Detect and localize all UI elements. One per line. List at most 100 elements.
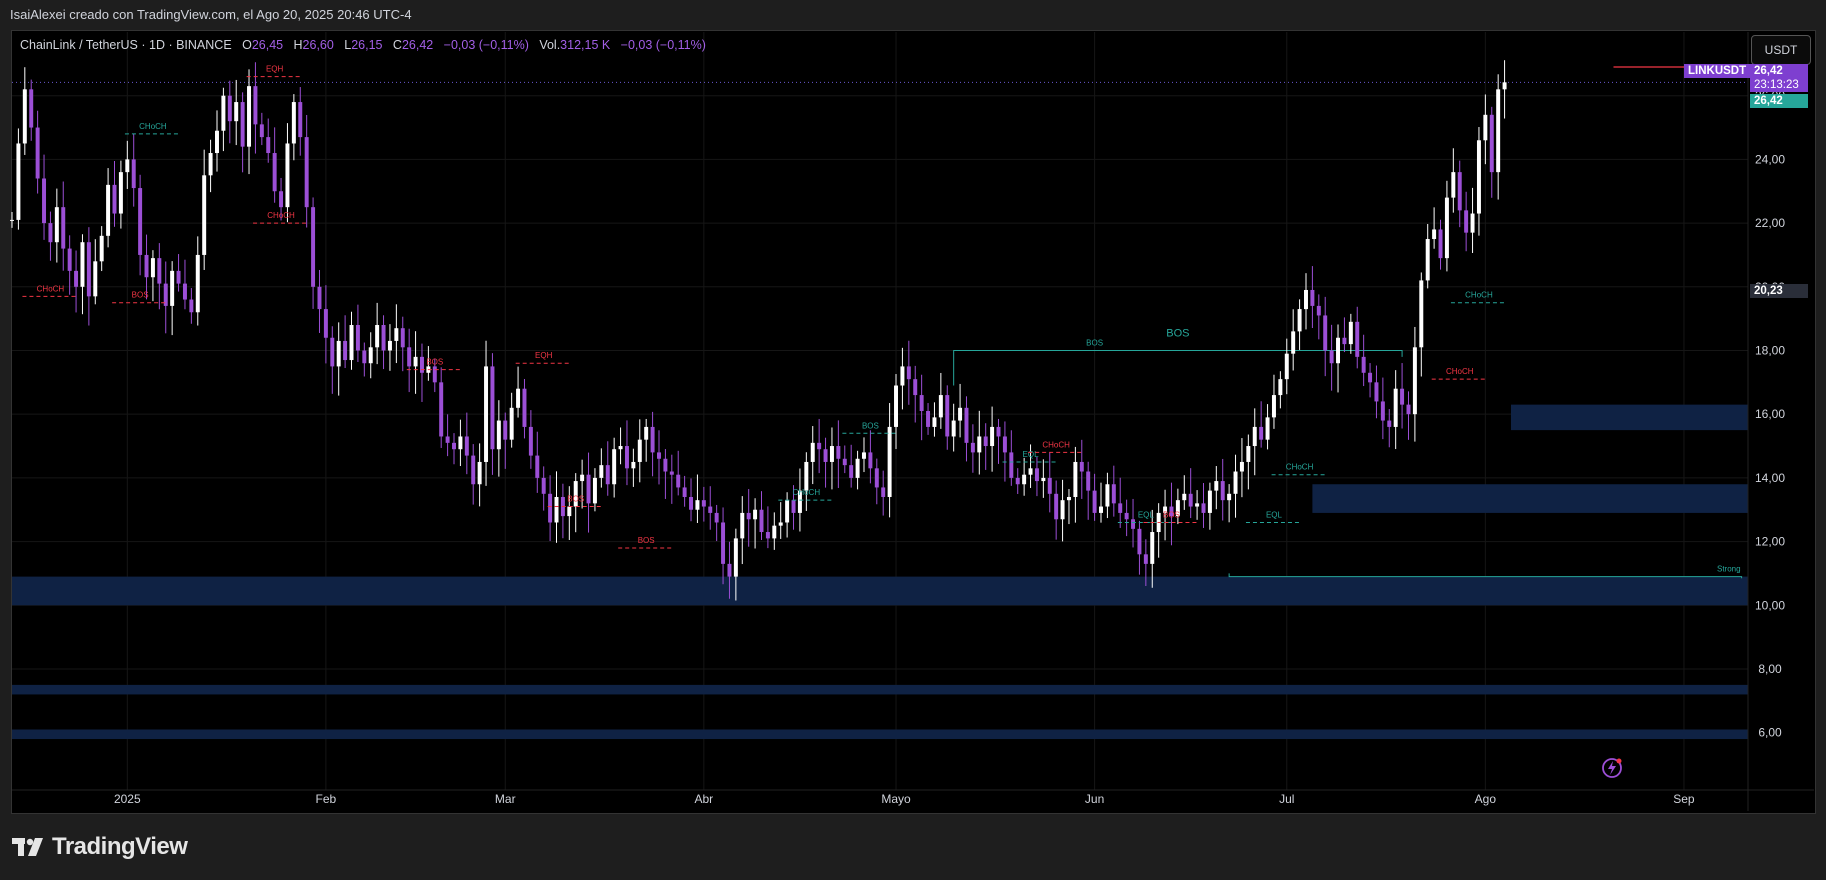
structure-label: CHoCH <box>1465 291 1493 300</box>
candle-body <box>375 325 380 348</box>
candle-body <box>471 455 476 485</box>
structure-label: BOS <box>567 495 584 504</box>
candle-body <box>1265 417 1270 440</box>
candle-body <box>176 270 181 284</box>
candle-body <box>650 426 655 453</box>
alert-bolt-icon[interactable] <box>1601 757 1623 779</box>
candle-body <box>1438 229 1443 259</box>
candle-body <box>150 258 155 278</box>
candle-body <box>74 270 79 287</box>
candle-body <box>689 496 694 510</box>
candle-body <box>567 506 572 517</box>
x-tick-label: Mar <box>495 792 516 806</box>
candle-body <box>906 366 911 380</box>
candle-body <box>170 270 175 306</box>
candle-body <box>1124 512 1129 520</box>
candle-body <box>1220 481 1225 501</box>
candle-body <box>464 436 469 456</box>
high-value: 26,60 <box>302 38 334 52</box>
candle-body <box>208 153 213 176</box>
candle-body <box>1188 493 1193 507</box>
strong-low-line <box>1228 573 1743 579</box>
candle-body <box>657 452 661 459</box>
candle-body <box>1252 426 1257 447</box>
structure-label: EQL <box>1138 510 1155 519</box>
candle-body <box>1143 554 1148 564</box>
candle-body <box>644 426 649 440</box>
candle-body <box>1111 484 1116 504</box>
candle-body <box>958 407 963 421</box>
candle-body <box>48 223 53 243</box>
candle-body <box>874 468 879 488</box>
candle-body <box>336 340 341 367</box>
candle-body <box>900 366 905 386</box>
low-value: 26,15 <box>351 38 383 52</box>
candle-body <box>817 442 822 450</box>
candle-body <box>240 102 245 147</box>
candle-body <box>849 465 854 478</box>
candle-body <box>894 385 899 427</box>
order-block-zone <box>12 684 1748 695</box>
structure-label: BOS <box>1163 510 1180 519</box>
structure-label: CHoCH <box>139 122 167 131</box>
candle-body <box>1002 436 1007 453</box>
candle-body <box>1355 321 1360 357</box>
candle-body <box>1483 114 1488 141</box>
candle-body <box>676 474 681 488</box>
candle-body <box>1137 528 1142 555</box>
candle-body <box>138 188 143 255</box>
candle-body <box>1502 82 1507 90</box>
x-tick-label: Abr <box>694 792 713 806</box>
candle-body <box>42 178 47 224</box>
tradingview-logo[interactable]: TradingView <box>12 833 188 861</box>
bos-structure-line <box>953 349 1403 386</box>
candle-body <box>458 436 463 450</box>
candle-body <box>317 286 322 310</box>
currency-button[interactable]: USDT <box>1751 35 1811 65</box>
candle-body <box>721 522 726 564</box>
candle-body <box>548 493 553 523</box>
volume-label: Vol. <box>539 38 561 52</box>
y-tick-label: 8,00 <box>1758 662 1782 676</box>
candle-body <box>279 191 284 208</box>
candle-body <box>727 563 732 577</box>
candle-body <box>496 420 501 450</box>
candle-body <box>804 461 809 491</box>
candle-body <box>355 325 360 351</box>
candle-body <box>1195 503 1200 507</box>
candle-body <box>1329 350 1334 364</box>
x-tick-label: Sep <box>1673 792 1695 806</box>
candle-body <box>573 481 578 507</box>
candle-body <box>1105 484 1110 507</box>
candle-body <box>836 446 841 459</box>
candle-body <box>1348 321 1353 345</box>
structure-label: EQL <box>1266 510 1283 519</box>
candle-body <box>1387 420 1392 427</box>
candle-body <box>1118 503 1123 513</box>
candle-body <box>541 477 546 494</box>
structure-label: BOS <box>1086 338 1103 347</box>
candle-body <box>118 172 123 214</box>
candle-body <box>1400 388 1405 405</box>
candle-body <box>381 325 386 351</box>
candle-body <box>868 452 873 469</box>
y-tick-label: 24,00 <box>1755 152 1785 166</box>
candle-body <box>1380 401 1385 421</box>
candle-body <box>1175 500 1180 517</box>
candle-body <box>157 258 162 284</box>
candle-body <box>16 143 21 220</box>
candle-body <box>753 509 758 520</box>
candle-body <box>740 512 745 539</box>
candle-body <box>227 95 232 122</box>
candle-body <box>842 458 847 466</box>
candle-body <box>1022 474 1027 485</box>
candle-body <box>983 436 988 447</box>
candle-body <box>829 446 834 462</box>
candle-body <box>977 436 982 453</box>
candle-body <box>1150 532 1155 564</box>
candle-body <box>484 366 489 462</box>
candle-body <box>1368 372 1373 383</box>
candle-body <box>1233 471 1238 494</box>
candle-body <box>1060 500 1065 520</box>
